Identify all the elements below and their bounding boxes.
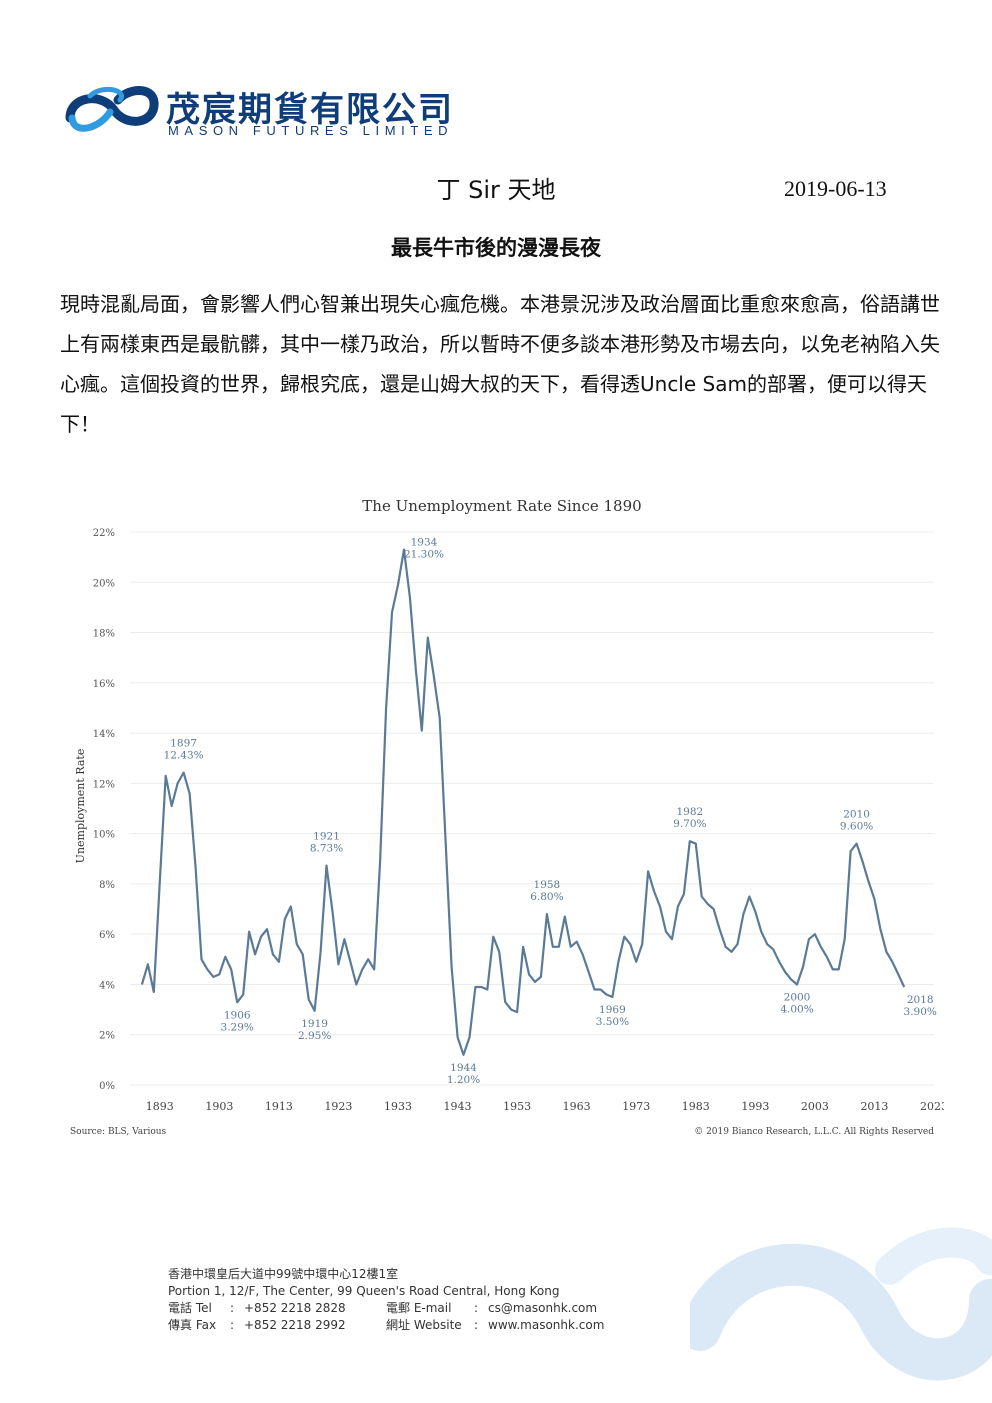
annotation-year: 1934 [411,537,438,549]
annotation-value: 3.50% [596,1016,629,1028]
annotation-year: 1969 [599,1004,626,1016]
unemployment-chart: The Unemployment Rate Since 1890 0% 2% 4% 6… [60,480,948,1150]
y-tick-label: 8% [99,880,115,891]
fax-separator: : [230,1318,235,1332]
x-tick-label: 1943 [444,1100,472,1113]
annotation-value: 3.90% [904,1006,937,1018]
y-tick-label: 14% [93,729,115,740]
email-label: 電郵 E-mail [386,1301,452,1315]
annotation-year: 1919 [301,1018,328,1030]
annotation-value: 9.70% [673,818,706,830]
annotation-year: 1906 [224,1009,251,1021]
article-headline: 最長牛市後的漫漫長夜 [391,236,601,260]
y-tick-label: 12% [93,779,115,790]
tel-value: +852 2218 2828 [244,1301,346,1315]
y-tick-label: 6% [99,930,115,941]
x-tick-label: 1923 [324,1100,352,1113]
x-tick-label: 1953 [503,1100,531,1113]
x-tick-label: 2013 [860,1100,888,1113]
x-tick-label: 2023 [920,1100,944,1113]
website-label: 網址 Website [386,1318,462,1332]
website-separator: : [474,1318,479,1332]
fax-label: 傳真 Fax [168,1318,217,1332]
footer-address-cn: 香港中環皇后大道中99號中環中心12樓1室 [168,1267,399,1281]
annotation-year: 1944 [450,1062,477,1074]
chart-title: The Unemployment Rate Since 1890 [362,497,641,515]
article-date: 2019-06-13 [784,176,887,201]
watermark-logo-icon [690,1227,992,1381]
x-tick-label: 1893 [146,1100,174,1113]
chart-copyright: © 2019 Bianco Research, L.L.C. All Right… [694,1127,934,1137]
annotation-year: 2010 [843,809,870,821]
footer-row-2: 傳真 Fax: +852 2218 2992 網址 Website: www.maso… [168,1317,604,1334]
annotation-value: 8.73% [310,843,343,855]
annotation-value: 4.00% [780,1003,813,1015]
annotation-value: 2.95% [298,1030,331,1042]
x-tick-label: 1963 [563,1100,591,1113]
website-value[interactable]: www.masonhk.com [488,1318,605,1332]
company-logo: 茂宸期貨有限公司 MASON FUTURES LIMITED [62,78,482,142]
email-value[interactable]: cs@masonhk.com [488,1301,598,1315]
y-tick-label: 16% [93,679,115,690]
tel-label: 電話 Tel [168,1301,212,1315]
annotation-value: 6.80% [530,891,563,903]
annotation-value: 1.20% [447,1074,480,1086]
annotation-value: 21.30% [404,549,444,561]
company-name-en: MASON FUTURES LIMITED [168,123,454,138]
x-tick-label: 1973 [622,1100,650,1113]
fax-value: +852 2218 2992 [244,1318,346,1332]
footer-contact: 香港中環皇后大道中99號中環中心12樓1室 Portion 1, 12/F, T… [168,1266,604,1334]
y-tick-label: 2% [99,1031,115,1042]
y-tick-label: 22% [93,528,115,539]
footer-address-en: Portion 1, 12/F, The Center, 99 Queen's … [168,1284,560,1298]
y-tick-label: 20% [93,578,115,589]
column-title: 丁 Sir 天地 [436,176,556,204]
annotation-year: 1897 [170,738,197,750]
annotation-value: 12.43% [164,750,204,762]
annotation-year: 1921 [313,831,340,843]
chart-svg: The Unemployment Rate Since 1890 0% 2% 4% 6… [70,497,948,1137]
annotation-value: 9.60% [840,821,873,833]
y-tick-label: 18% [93,629,115,640]
infinity-ribbon-logo-icon [65,86,159,132]
email-separator: : [474,1301,479,1315]
chart-source: Source: BLS, Various [70,1127,167,1137]
x-tick-label: 1903 [205,1100,233,1113]
x-tick-label: 1993 [741,1100,769,1113]
y-tick-label: 0% [99,1081,115,1092]
y-tick-label: 4% [99,980,115,991]
annotation-value: 3.29% [221,1021,254,1033]
x-tick-label: 2003 [801,1100,829,1113]
annotation-year: 2000 [784,991,811,1003]
annotation-year: 1982 [676,806,703,818]
annotation-year: 1958 [534,879,561,891]
x-tick-label: 1913 [265,1100,293,1113]
company-name-cn: 茂宸期貨有限公司 [166,90,454,130]
chart-y-axis-label: Unemployment Rate [74,749,87,864]
x-tick-label: 1933 [384,1100,412,1113]
unemployment-series-line [140,548,906,1056]
tel-separator: : [230,1301,235,1315]
article-body: 現時混亂局面，會影響人們心智兼出現失心瘋危機。本港景況涉及政治層面比重愈來愈高，… [60,292,940,436]
y-tick-label: 10% [93,830,115,841]
footer-row-1: 電話 Tel: +852 2218 2828 電郵 E-mail: cs@masonh… [168,1300,604,1317]
annotation-year: 2018 [907,994,934,1006]
x-tick-label: 1983 [682,1100,710,1113]
